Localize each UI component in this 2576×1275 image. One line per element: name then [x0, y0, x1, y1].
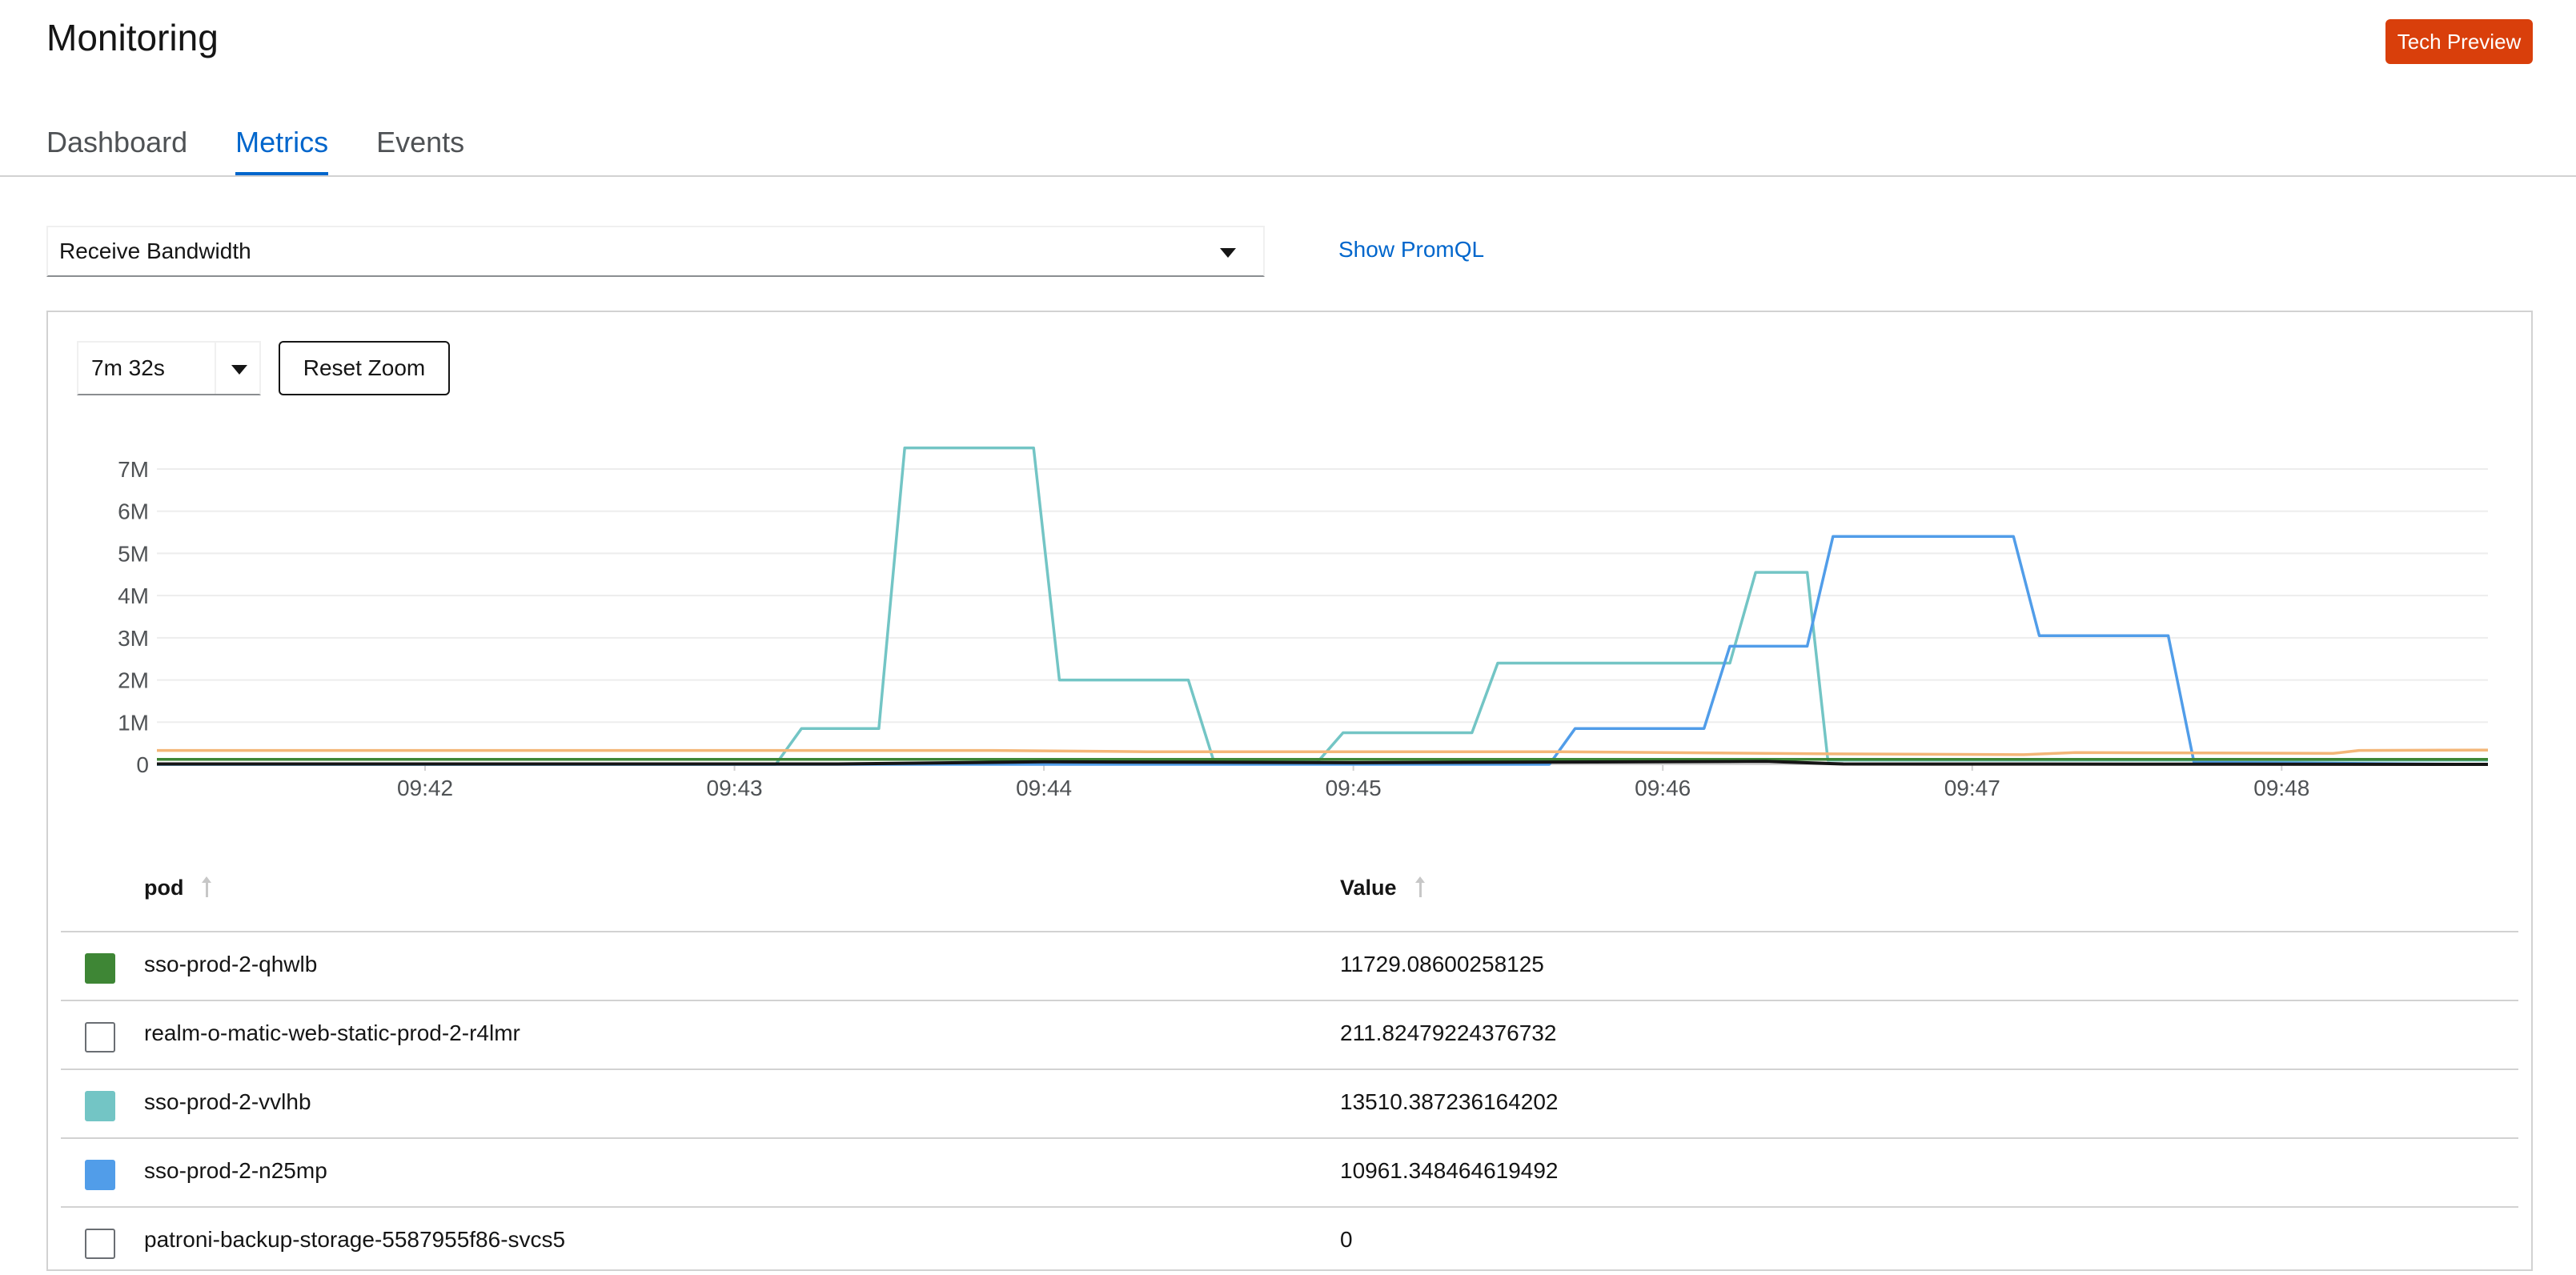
- caret-down-icon: [1220, 248, 1236, 258]
- table-row: patroni-backup-storage-5587955f86-svcs5 0: [61, 1206, 2518, 1275]
- pod-name: sso-prod-2-qhwlb: [144, 952, 318, 976]
- metric-query-select[interactable]: Receive Bandwidth: [46, 226, 1265, 277]
- pod-value: 0: [1340, 1227, 1353, 1252]
- reset-zoom-button[interactable]: Reset Zoom: [279, 341, 450, 395]
- column-header-pod[interactable]: pod: [144, 876, 212, 900]
- table-row: sso-prod-2-n25mp 10961.348464619492: [61, 1137, 2518, 1206]
- pod-name: patroni-backup-storage-5587955f86-svcs5: [144, 1227, 566, 1252]
- series-toggle-checkbox[interactable]: [85, 1022, 115, 1052]
- tab-bar: Dashboard Metrics Events: [46, 120, 464, 176]
- column-header-value[interactable]: Value: [1340, 876, 1426, 900]
- tech-preview-badge: Tech Preview: [2385, 19, 2533, 64]
- tab-events[interactable]: Events: [376, 126, 465, 158]
- table-row: sso-prod-2-qhwlb 11729.08600258125: [61, 931, 2518, 1000]
- pod-name: sso-prod-2-n25mp: [144, 1158, 327, 1183]
- series-toggle-checkbox[interactable]: [85, 1160, 115, 1190]
- pod-name: sso-prod-2-vvlhb: [144, 1089, 311, 1114]
- timespan-toggle-caret-icon[interactable]: [215, 343, 263, 394]
- metric-query-value: Receive Bandwidth: [59, 239, 251, 263]
- pod-value: 11729.08600258125: [1340, 952, 1544, 976]
- timespan-dropdown[interactable]: 7m 32s: [77, 341, 261, 395]
- pod-value: 13510.387236164202: [1340, 1089, 1559, 1114]
- show-promql-link[interactable]: Show PromQL: [1338, 237, 1485, 262]
- series-toggle-checkbox[interactable]: [85, 1229, 115, 1259]
- pod-value: 211.82479224376732: [1340, 1020, 1557, 1045]
- tabs-divider: [0, 175, 2576, 177]
- table-row: realm-o-matic-web-static-prod-2-r4lmr 211…: [61, 1000, 2518, 1069]
- series-toggle-checkbox[interactable]: [85, 1091, 115, 1121]
- pod-name: realm-o-matic-web-static-prod-2-r4lmr: [144, 1020, 520, 1045]
- sort-icon: [201, 876, 212, 900]
- tab-dashboard[interactable]: Dashboard: [46, 126, 188, 158]
- table-row: sso-prod-2-vvlhb 13510.387236164202: [61, 1069, 2518, 1137]
- sort-icon: [1414, 876, 1426, 900]
- tab-metrics[interactable]: Metrics: [235, 120, 329, 176]
- series-table: sso-prod-2-qhwlb 11729.08600258125 realm-o…: [61, 931, 2518, 1275]
- page-title: Monitoring: [46, 17, 219, 58]
- pod-value: 10961.348464619492: [1340, 1158, 1559, 1183]
- timespan-input[interactable]: 7m 32s: [91, 355, 165, 380]
- series-toggle-checkbox[interactable]: [85, 953, 115, 984]
